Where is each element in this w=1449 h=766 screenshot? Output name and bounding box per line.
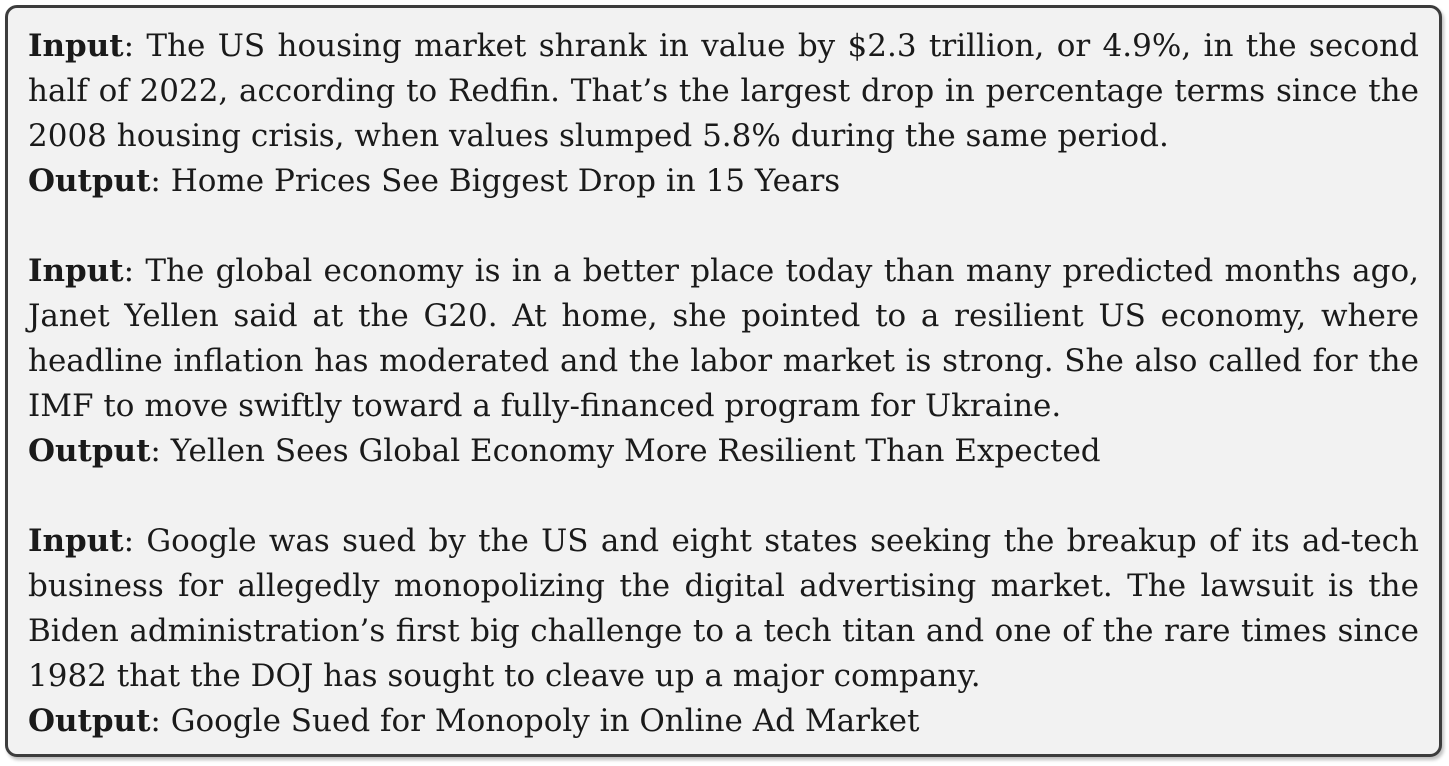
output-label: Output	[28, 433, 151, 469]
input-text: The global economy is in a better place …	[28, 253, 1419, 424]
example-input: Input: The global economy is in a better…	[28, 249, 1419, 429]
label-separator: :	[123, 28, 135, 64]
example-1: Input: The US housing market shrank in v…	[28, 24, 1419, 204]
example-3: Input: Google was sued by the US and eig…	[28, 519, 1419, 744]
output-text: Yellen Sees Global Economy More Resilien…	[170, 433, 1101, 469]
label-separator: :	[123, 253, 135, 289]
input-label: Input	[28, 28, 124, 64]
label-separator: :	[123, 523, 135, 559]
input-text: The US housing market shrank in value by…	[28, 28, 1419, 154]
output-label: Output	[28, 703, 151, 739]
output-text: Google Sued for Monopoly in Online Ad Ma…	[170, 703, 920, 739]
example-output: Output: Yellen Sees Global Economy More …	[28, 429, 1419, 474]
example-input: Input: The US housing market shrank in v…	[28, 24, 1419, 159]
example-output: Output: Home Prices See Biggest Drop in …	[28, 159, 1419, 204]
input-label: Input	[28, 253, 124, 289]
output-label: Output	[28, 163, 151, 199]
example-2: Input: The global economy is in a better…	[28, 249, 1419, 474]
example-input: Input: Google was sued by the US and eig…	[28, 519, 1419, 699]
input-text: Google was sued by the US and eight stat…	[28, 523, 1419, 694]
input-label: Input	[28, 523, 124, 559]
examples-box: Input: The US housing market shrank in v…	[5, 5, 1442, 757]
output-text: Home Prices See Biggest Drop in 15 Years	[170, 163, 841, 199]
label-separator: :	[150, 703, 161, 739]
label-separator: :	[150, 163, 161, 199]
example-output: Output: Google Sued for Monopoly in Onli…	[28, 699, 1419, 744]
label-separator: :	[150, 433, 161, 469]
